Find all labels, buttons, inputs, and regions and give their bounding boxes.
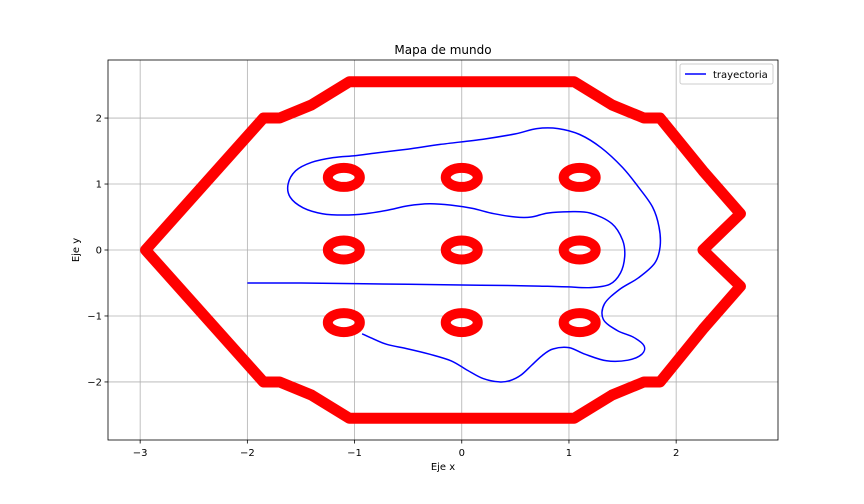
series-layer — [247, 127, 662, 383]
x-tick-label: −1 — [347, 448, 362, 459]
x-tick-label: 2 — [673, 448, 679, 459]
obstacle-ring — [322, 308, 365, 338]
obstacle-ring — [558, 308, 601, 338]
obstacle-ring — [440, 235, 483, 265]
y-tick-label: 0 — [96, 246, 102, 257]
obstacle-ring — [322, 235, 365, 265]
obstacle-ring — [440, 308, 483, 338]
obstacles — [140, 76, 746, 424]
boundary-wall — [140, 76, 746, 424]
x-tick-label: 0 — [459, 448, 465, 459]
legend-label-trayectoria: trayectoria — [713, 70, 768, 81]
legend-box — [679, 63, 774, 85]
series-line-trayectoria — [247, 127, 662, 383]
x-tick-label: −3 — [133, 448, 148, 459]
obstacle-ring — [558, 235, 601, 265]
x-axis-label: Eje x — [431, 462, 455, 473]
y-tick-label: 2 — [96, 114, 102, 125]
ticks: −3 −2 −1 0 1 2 −2 −1 0 1 2 — [87, 114, 679, 459]
obstacle-ring — [440, 162, 483, 192]
x-tick-label: 1 — [566, 448, 572, 459]
obstacle-ring — [322, 162, 365, 192]
x-tick-label: −2 — [240, 448, 255, 459]
y-tick-label: −1 — [87, 311, 102, 322]
chart-title: Mapa de mundo — [394, 43, 491, 57]
y-tick-label: 1 — [96, 180, 102, 191]
obstacle-ring — [558, 162, 601, 192]
y-axis-label: Eje y — [71, 238, 82, 262]
y-tick-label: −2 — [87, 377, 102, 388]
legend: trayectoria — [679, 63, 774, 85]
